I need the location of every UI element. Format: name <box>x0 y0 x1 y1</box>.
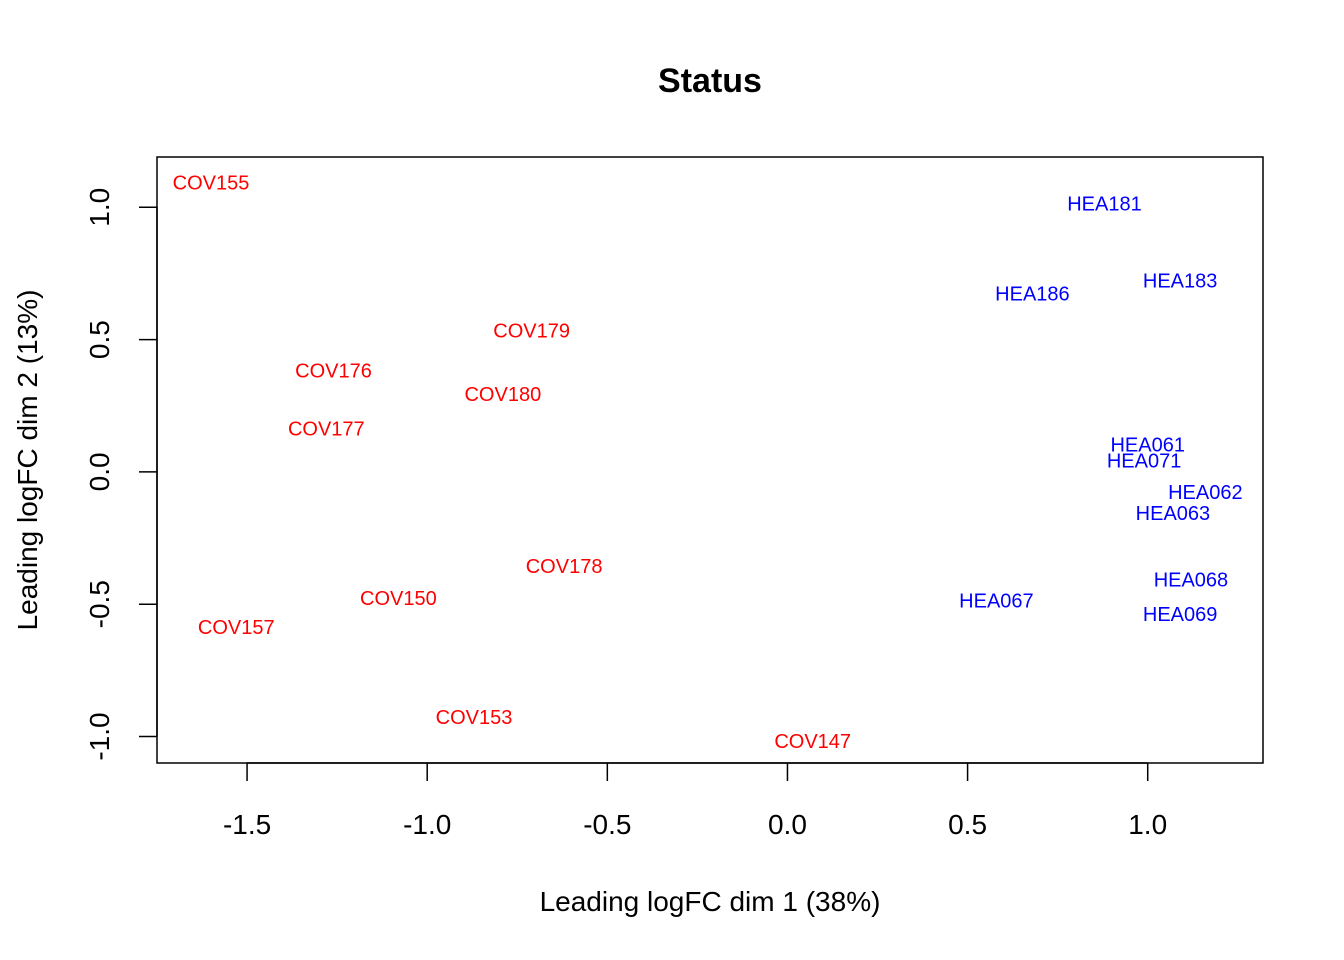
x-tick-label: -1.0 <box>403 809 451 840</box>
point-labels: COV155 COV179 COV176 COV180 COV177 COV178 COV1… <box>173 172 1243 752</box>
x-tick-label: 1.0 <box>1128 809 1167 840</box>
plot-frame <box>156 156 1264 764</box>
point-label-cov177: COV177 <box>288 419 365 441</box>
y-tick-label: 1.0 <box>84 188 115 227</box>
point-label-hea069: HEA069 <box>1143 604 1218 626</box>
y-axis: -1.0 -0.5 0.0 0.5 1.0 <box>84 188 158 761</box>
x-axis: -1.5 -1.0 -0.5 0.0 0.5 1.0 <box>223 762 1167 840</box>
point-label-hea061: HEA061 <box>1110 434 1185 456</box>
x-tick-label: 0.5 <box>948 809 987 840</box>
y-tick-label: 0.5 <box>84 320 115 359</box>
chart-title: Status <box>658 62 762 100</box>
point-label-cov180: COV180 <box>464 384 541 406</box>
point-label-hea063: HEA063 <box>1136 503 1211 525</box>
y-axis-label: Leading logFC dim 2 (13%) <box>12 290 43 631</box>
y-tick-label: -1.0 <box>84 712 115 760</box>
y-tick-label: 0.0 <box>84 452 115 491</box>
point-label-cov147: COV147 <box>774 731 851 753</box>
x-tick-label: -0.5 <box>583 809 631 840</box>
y-tick-label: -0.5 <box>84 580 115 628</box>
point-label-cov179: COV179 <box>493 321 570 343</box>
point-label-cov155: COV155 <box>173 172 250 194</box>
point-label-cov150: COV150 <box>360 588 437 610</box>
point-label-cov157: COV157 <box>198 617 275 639</box>
point-label-hea181: HEA181 <box>1067 194 1142 216</box>
point-label-cov178: COV178 <box>526 556 603 578</box>
x-tick-label: -1.5 <box>223 809 271 840</box>
point-label-hea067: HEA067 <box>959 591 1034 613</box>
point-label-hea062: HEA062 <box>1168 482 1243 504</box>
point-label-hea183: HEA183 <box>1143 270 1218 292</box>
x-axis-label: Leading logFC dim 1 (38%) <box>540 886 881 917</box>
point-label-cov176: COV176 <box>295 360 372 382</box>
point-label-hea071: HEA071 <box>1107 450 1182 472</box>
point-label-hea068: HEA068 <box>1154 569 1229 591</box>
point-label-cov153: COV153 <box>436 707 513 729</box>
point-label-hea186: HEA186 <box>995 284 1070 306</box>
x-tick-label: 0.0 <box>768 809 807 840</box>
